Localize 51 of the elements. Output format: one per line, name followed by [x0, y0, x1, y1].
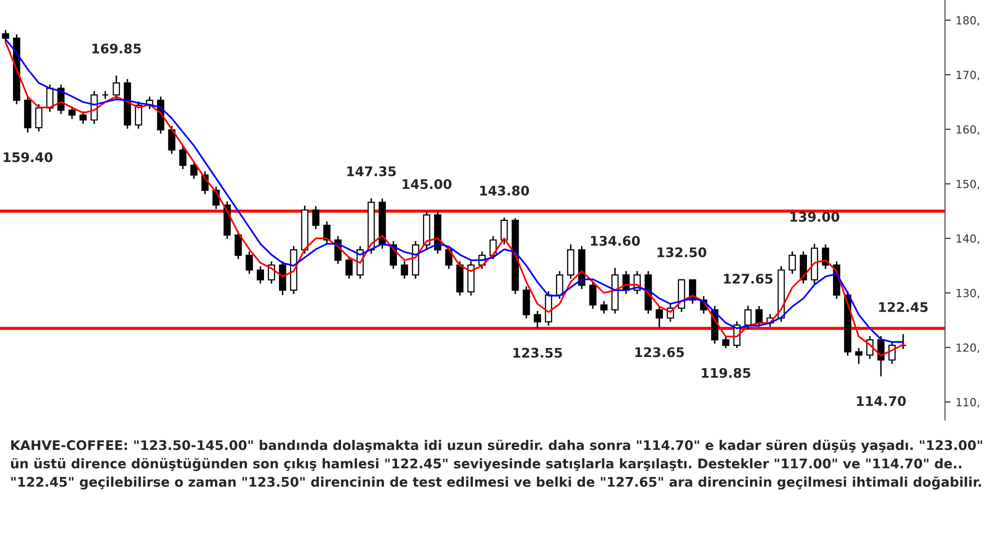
- candlestick: [445, 245, 452, 270]
- y-tick-label: 180,: [956, 16, 980, 26]
- annotation: 123.55: [513, 348, 562, 358]
- candlestick: [400, 260, 408, 280]
- annotation: 143.80: [480, 186, 530, 196]
- annotation: 145.00: [402, 179, 452, 190]
- candlestick: [722, 335, 730, 349]
- annotation: 169.85: [92, 44, 141, 54]
- candlestick: [102, 90, 109, 100]
- candlestick: [345, 256, 353, 280]
- text: KAHVE-COFFEE: "123.50-145.00" bandında dolaşmakta idi uzun süredir. daha sonra "114.70" e kadar süren düşüş yaşadı. "123.00" ün üstü dirence dönüştüğünden son çıkış hamlesi "122.45" seviyesinde satışlarla karşılaştı. Destekler "117.00" ve "114.70" de.. "122.45" geçilebilirse o zaman "123.50" direncinin de test edilmesi ve belki de "127.65" ara direncinin geçilmesi ihtimali doğabilir.: [11, 440, 982, 490]
- candlestick: [556, 270, 564, 300]
- candlestick: [68, 106, 76, 120]
- candlestick: [112, 74, 120, 100]
- annotation: 159.40: [4, 152, 53, 162]
- candlestick: [35, 103, 42, 132]
- annotation: 119.85: [702, 368, 750, 378]
- candlestick: [134, 100, 142, 130]
- y-tick-label: 170,: [956, 70, 980, 80]
- y-tick-label: 130,: [956, 288, 980, 298]
- candlestick: [256, 265, 264, 284]
- candlestick: [900, 333, 907, 350]
- annotation: 139.00: [790, 212, 840, 222]
- annotation: 132.50: [658, 247, 706, 258]
- candlestick: [168, 125, 176, 155]
- candlestick: [312, 205, 320, 230]
- candlestick: [589, 280, 596, 310]
- y-tick-label: 160,: [956, 125, 980, 135]
- candlestick: [179, 145, 186, 170]
- candlestick: [600, 300, 608, 314]
- annotation: 147.35: [347, 166, 396, 176]
- candlestick: [855, 347, 862, 365]
- annotation: 122.45: [879, 302, 928, 312]
- candlestick: [80, 110, 87, 125]
- y-tick-label: 110,: [956, 398, 980, 408]
- annotation: 114.70: [856, 396, 906, 406]
- candlestick: [500, 216, 508, 246]
- candlestick: [234, 230, 242, 260]
- candlestick: [534, 310, 542, 329]
- candlestick: [246, 250, 253, 275]
- candlestick: [744, 305, 752, 330]
- annotation: 127.65: [724, 274, 773, 284]
- y-tick-label: 150,: [956, 180, 980, 190]
- annotation: 134.60: [591, 236, 640, 246]
- y-tick-label: 140,: [956, 234, 980, 244]
- candlestick: [2, 29, 10, 43]
- candlestick: [788, 250, 796, 275]
- y-tick-label: 120,: [956, 343, 980, 353]
- candlestick: [190, 160, 198, 180]
- annotation: 123.65: [635, 347, 684, 358]
- candlestick: [656, 305, 663, 328]
